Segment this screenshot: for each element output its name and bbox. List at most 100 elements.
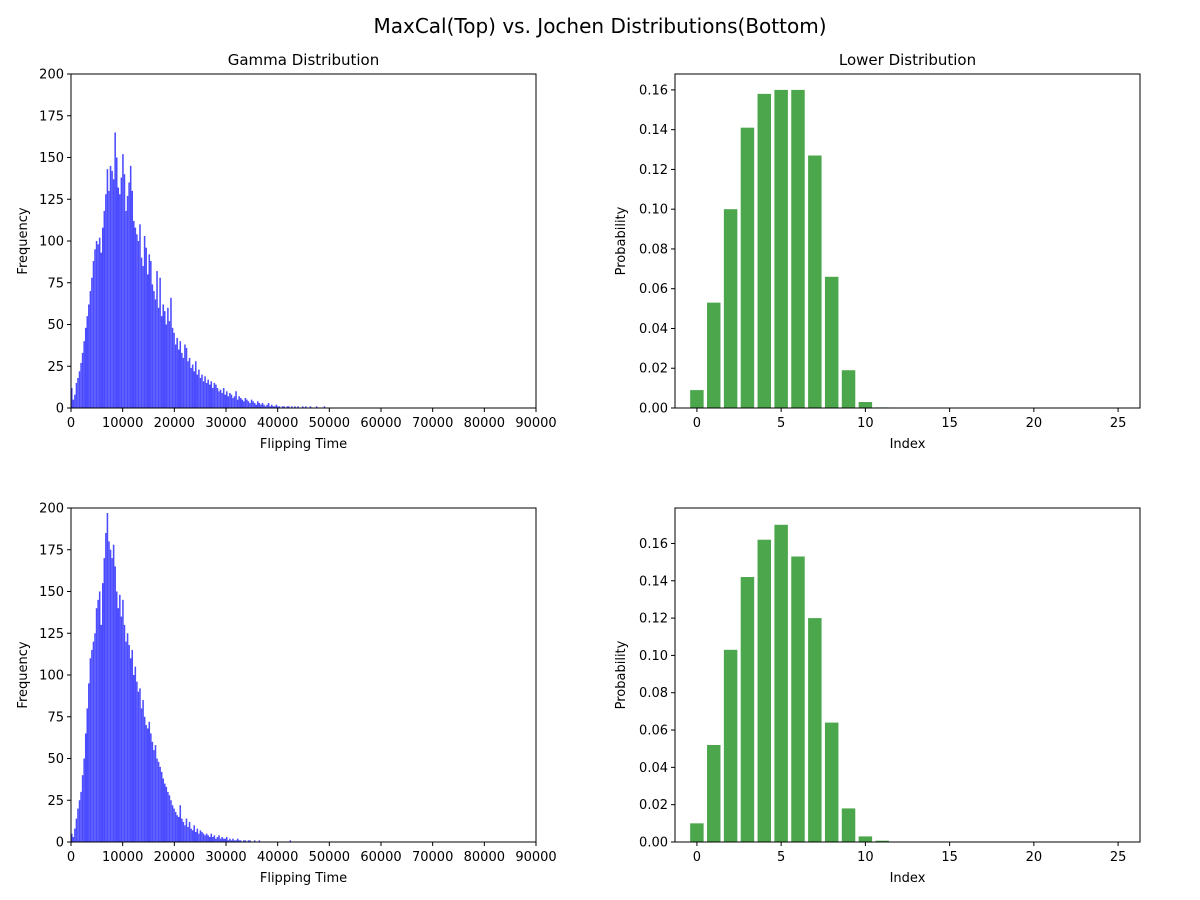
bar-4 [757, 539, 772, 842]
hist-bin [258, 402, 261, 408]
hist-bin [71, 387, 73, 408]
hist-bin [122, 154, 124, 408]
hist-bin [181, 818, 183, 842]
hist-bin [305, 406, 307, 408]
hist-bin [71, 833, 73, 842]
hist-bin [139, 224, 141, 408]
hist-bin [227, 396, 230, 408]
hist-bin [153, 750, 155, 842]
x-tick-label: 60000 [360, 850, 401, 865]
hist-bin [177, 349, 180, 408]
chart-bottom-left: 0 10000 20000 30000 40000 50000 60000 70000 8000… [16, 502, 557, 887]
hist-bin [243, 401, 245, 408]
hist-bin [174, 811, 177, 842]
hist-bin [126, 633, 129, 842]
hist-bin [309, 406, 312, 408]
x-tick-label: 40000 [257, 416, 298, 431]
hist-bin [216, 387, 219, 408]
hist-bin [88, 304, 90, 408]
hist-bin [91, 277, 93, 408]
hist-bin [136, 234, 138, 408]
hist-bin [167, 307, 169, 408]
x-tick-label: 5 [777, 416, 785, 431]
hist-bin [78, 371, 81, 408]
hist-bin [137, 691, 140, 842]
hist-bin [297, 406, 299, 408]
hist-bin [226, 391, 228, 408]
hist-bin [143, 235, 146, 408]
hist-bin [229, 392, 231, 408]
bars [690, 89, 889, 409]
hist-bin [190, 828, 192, 842]
hist-bin [301, 406, 304, 408]
hist-bin [174, 344, 177, 408]
hist-bin [288, 406, 290, 408]
hist-bin [277, 406, 279, 408]
hist-bin [196, 374, 199, 408]
hist-bin [177, 816, 180, 842]
hist-bin [221, 836, 223, 842]
x-tick-label: 90000 [515, 850, 556, 865]
hist-bin [215, 384, 217, 408]
hist-bin [125, 641, 127, 842]
hist-bin [128, 182, 130, 408]
y-tick-label: 0.08 [639, 242, 668, 257]
hist-bin [119, 194, 121, 408]
y-tick-label: 25 [47, 360, 64, 375]
hist-bin [204, 376, 206, 408]
hist-bin [205, 833, 208, 842]
bar-7 [808, 618, 822, 842]
hist-bin [244, 840, 247, 842]
hist-bin [212, 387, 214, 408]
hist-bin [133, 675, 135, 842]
y-tick-label: 150 [39, 151, 64, 166]
hist-bin [187, 826, 189, 842]
hist-bin [108, 541, 110, 842]
hist-bin [291, 406, 293, 408]
hist-bin [77, 808, 79, 842]
hist-bin [188, 821, 191, 842]
hist-bin [111, 558, 113, 842]
hist-bin [201, 374, 203, 408]
hist-bin [105, 194, 107, 408]
hist-bin [188, 357, 191, 408]
hist-bin [145, 247, 147, 408]
hist-bin [216, 836, 219, 842]
hist-bin [233, 396, 236, 408]
hist-bin [140, 257, 143, 408]
hist-bin [164, 783, 166, 842]
x-tick-label: 25 [1110, 850, 1127, 865]
hist-bin [72, 399, 75, 408]
x-tick-label: 80000 [464, 416, 505, 431]
hist-bin [168, 795, 171, 842]
y-tick-label: 0.04 [639, 322, 668, 337]
bar-3 [740, 127, 755, 408]
hist-bin [148, 254, 151, 408]
chart-title: Lower Distribution [839, 51, 976, 69]
bar-11 [875, 840, 889, 842]
hist-bin [165, 324, 168, 408]
hist-bin [247, 840, 250, 842]
hist-bin [81, 352, 84, 408]
hist-bin [260, 404, 262, 408]
hist-bin [243, 840, 245, 842]
hist-bin [215, 838, 217, 842]
bar-6 [791, 556, 805, 842]
hist-bin [123, 174, 126, 408]
y-axis-label: Probability [614, 640, 629, 709]
y-tick-label: 0.06 [639, 724, 668, 739]
y-tick-label: 0.10 [639, 649, 668, 664]
x-tick-label: 20 [1026, 416, 1043, 431]
hist-bin [157, 307, 160, 408]
y-tick-label: 0.16 [639, 83, 668, 98]
hist-bin [72, 836, 75, 842]
hist-bin [160, 771, 163, 842]
hist-bin [159, 277, 161, 408]
x-axis-label: Index [890, 871, 926, 886]
hist-bin [202, 833, 205, 842]
hist-bin [145, 725, 147, 842]
bar-2 [723, 209, 738, 408]
hist-bin [150, 733, 152, 842]
